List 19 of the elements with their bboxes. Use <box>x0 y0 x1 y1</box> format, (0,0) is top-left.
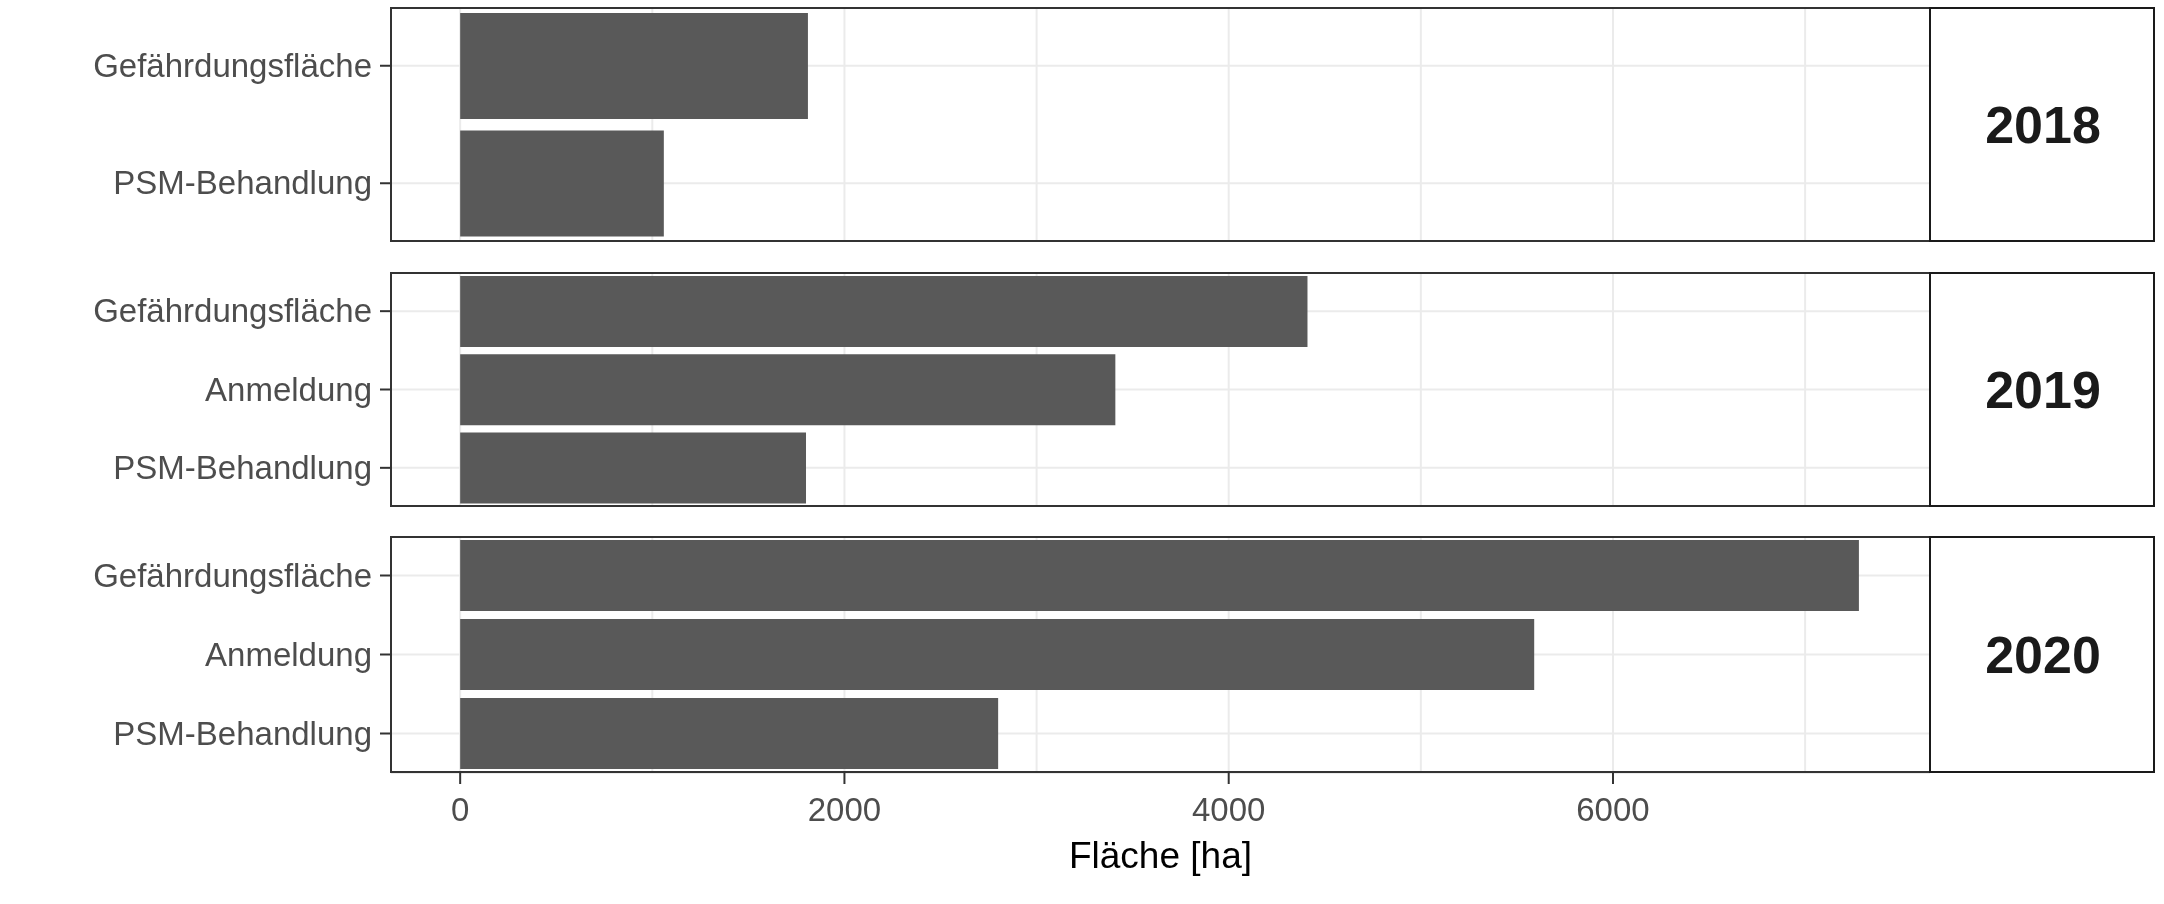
x-tick-label: 0 <box>450 791 470 828</box>
text: 2020 <box>1985 625 2101 684</box>
text: 2018 <box>1985 95 2101 154</box>
y-tick-label: Gefährdungsfläche <box>93 292 372 330</box>
y-tick-label: Gefährdungsfläche <box>93 46 372 84</box>
x-tick-label: 2000 <box>807 791 882 828</box>
y-tick-label: PSM-Behandlung <box>113 448 372 486</box>
y-tick-label: Anmeldung <box>205 370 372 408</box>
x-tick-label: 4000 <box>1192 791 1266 828</box>
bar <box>460 697 999 769</box>
text: 2019 <box>1985 360 2101 419</box>
y-tick-label: PSM-Behandlung <box>113 714 372 752</box>
y-tick-label: PSM-Behandlung <box>113 164 372 202</box>
y-tick-label: Anmeldung <box>205 635 372 673</box>
x-tick-label: 6000 <box>1576 791 1650 828</box>
bar <box>460 539 1859 611</box>
y-tick-label: Gefährdungsfläche <box>93 556 372 594</box>
x-axis-title: Fläche [ha] <box>1067 835 1254 877</box>
bar <box>460 618 1535 690</box>
